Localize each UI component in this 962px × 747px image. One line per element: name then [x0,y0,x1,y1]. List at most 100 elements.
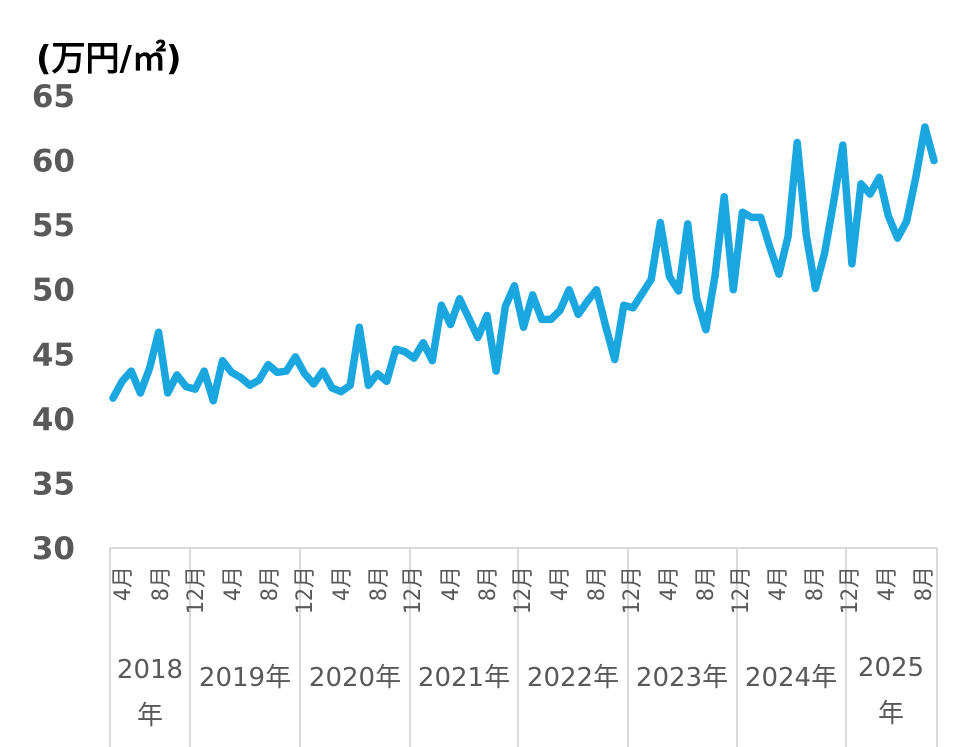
x-month-label: 8月 [803,566,828,601]
data-point [466,316,471,321]
data-point [348,383,353,388]
x-month-label: 12月 [511,566,536,615]
data-point [503,304,508,309]
data-point [740,210,745,215]
data-point [211,398,216,403]
data-point [202,369,207,374]
data-point [895,236,900,241]
x-year-label: 2020年 [309,663,401,693]
data-point [886,214,891,219]
data-point [685,221,690,226]
data-point [539,317,544,322]
data-point [722,194,727,199]
data-point [193,387,198,392]
data-point [585,299,590,304]
data-point [138,391,143,396]
data-point [649,277,654,282]
y-tick-label: 35 [32,466,75,502]
data-point [621,303,626,308]
x-year-label: 2021年 [418,663,510,693]
x-month-label: 4月 [111,566,136,601]
x-month-label: 12月 [293,566,318,615]
data-point [840,143,845,148]
x-month-label: 8月 [258,566,283,601]
x-month-label: 12月 [184,566,209,615]
data-point [120,379,125,384]
data-point [448,322,453,327]
data-point [631,305,636,310]
data-point [257,378,262,383]
data-point [521,325,526,330]
data-point [640,291,645,296]
data-point [402,349,407,354]
data-point [229,370,234,375]
data-point [156,330,161,335]
x-month-label: 4月 [330,566,355,601]
data-point [339,389,344,394]
y-tick-label: 40 [32,402,75,438]
data-point [676,289,681,294]
data-point [184,384,189,389]
y-tick-label: 60 [32,144,75,180]
data-point [129,369,134,374]
data-point [457,296,462,301]
data-point [831,199,836,204]
data-point [667,274,672,279]
data-point [366,383,371,388]
x-month-label: 12月 [729,566,754,615]
data-point [567,287,572,292]
data-point [731,287,736,292]
data-point [758,215,763,220]
data-point [603,323,608,328]
data-point [749,215,754,220]
y-axis: 30 35 40 45 50 55 60 65 [32,79,75,567]
data-point [220,358,225,363]
data-point [320,369,325,374]
data-point [576,312,581,317]
x-month-label: 8月 [694,566,719,601]
data-point [804,233,809,238]
data-point [275,370,280,375]
data-point [822,251,827,256]
data-point [238,375,243,380]
data-point [393,347,398,352]
data-point [904,219,909,224]
data-point [357,325,362,330]
x-month-label: 12月 [620,566,645,615]
data-point [165,391,170,396]
data-point [421,340,426,345]
data-point [548,317,553,322]
data-point [594,287,599,292]
data-point [111,396,116,401]
data-point [694,296,699,301]
x-month-label: 8月 [149,566,174,601]
x-month-label: 8月 [476,566,501,601]
data-point [384,379,389,384]
data-point [786,234,791,239]
x-year-label: 2023年 [636,663,728,693]
y-tick-label: 30 [32,531,75,567]
y-axis-unit-label: (万円/㎡) [36,39,182,79]
series-group [109,123,938,405]
data-point [859,181,864,186]
data-point [813,286,818,291]
data-point [776,272,781,277]
data-point [284,369,289,374]
x-month-label: 8月 [585,566,610,601]
data-point [612,357,617,362]
data-point [530,292,535,297]
series-line [109,123,938,405]
data-point [713,273,718,278]
x-month-label: 12月 [401,566,426,615]
x-year-label: 2019年 [199,663,291,693]
x-axis: 4月 8月 12月 4月 8月 12月 4月 8月 12月 4月 8月 12月 4月 8月 12月 4月 8月 1… [109,547,938,747]
x-year-label: 2022年 [527,663,619,693]
x-month-label: 4月 [439,566,464,601]
data-point [658,220,663,225]
x-year-label: 2024年 [745,663,837,693]
data-point [412,356,417,361]
x-month-label: 4月 [657,566,682,601]
data-point [558,308,563,313]
data-point [932,158,937,163]
